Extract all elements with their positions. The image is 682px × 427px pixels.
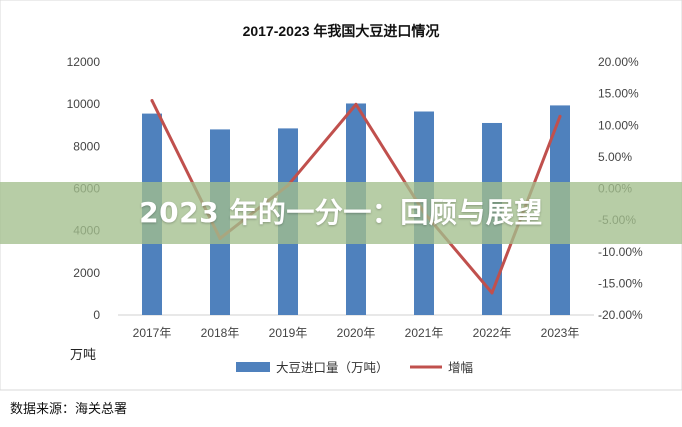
- x-tick-label: 2017年: [133, 326, 172, 340]
- line-point: [354, 102, 358, 106]
- x-tick-label: 2022年: [473, 326, 512, 340]
- x-axis-labels: 2017年 2018年 2019年 2020年 2021年 2022年 2023年: [133, 326, 580, 340]
- x-tick-label: 2021年: [405, 326, 444, 340]
- right-tick-label: 15.00%: [598, 87, 639, 101]
- left-axis-unit: 万吨: [70, 348, 97, 363]
- legend-label-bar: 大豆进口量（万吨）: [276, 360, 389, 375]
- x-tick-label: 2020年: [337, 326, 376, 340]
- line-point: [558, 114, 562, 118]
- right-tick-label: 5.00%: [598, 150, 632, 164]
- x-tick-label: 2023年: [541, 326, 580, 340]
- right-tick-label: -20.00%: [598, 308, 643, 322]
- left-tick-label: 2000: [73, 266, 100, 280]
- legend-swatch-bar: [236, 362, 270, 372]
- line-point: [150, 99, 154, 103]
- source-note: 数据来源：海关总署: [10, 402, 128, 417]
- left-tick-label: 12000: [67, 55, 101, 69]
- right-tick-label: 20.00%: [598, 55, 639, 69]
- x-tick-label: 2019年: [269, 326, 308, 340]
- legend-label-line: 增幅: [448, 360, 473, 375]
- left-tick-label: 0: [93, 308, 100, 322]
- left-tick-label: 10000: [67, 97, 101, 111]
- x-tick-label: 2018年: [201, 326, 240, 340]
- left-tick-label: 8000: [73, 139, 100, 153]
- right-tick-label: -15.00%: [598, 276, 643, 290]
- overlay-banner-bg: [0, 182, 682, 244]
- right-tick-label: 10.00%: [598, 118, 639, 132]
- overlay-banner-title: 2023 年的一分一：回顾与展望: [139, 196, 543, 229]
- chart-title: 2017-2023 年我国大豆进口情况: [243, 23, 440, 39]
- right-tick-label: -10.00%: [598, 245, 643, 259]
- legend: 大豆进口量（万吨） 增幅: [236, 360, 473, 375]
- line-point: [490, 291, 494, 295]
